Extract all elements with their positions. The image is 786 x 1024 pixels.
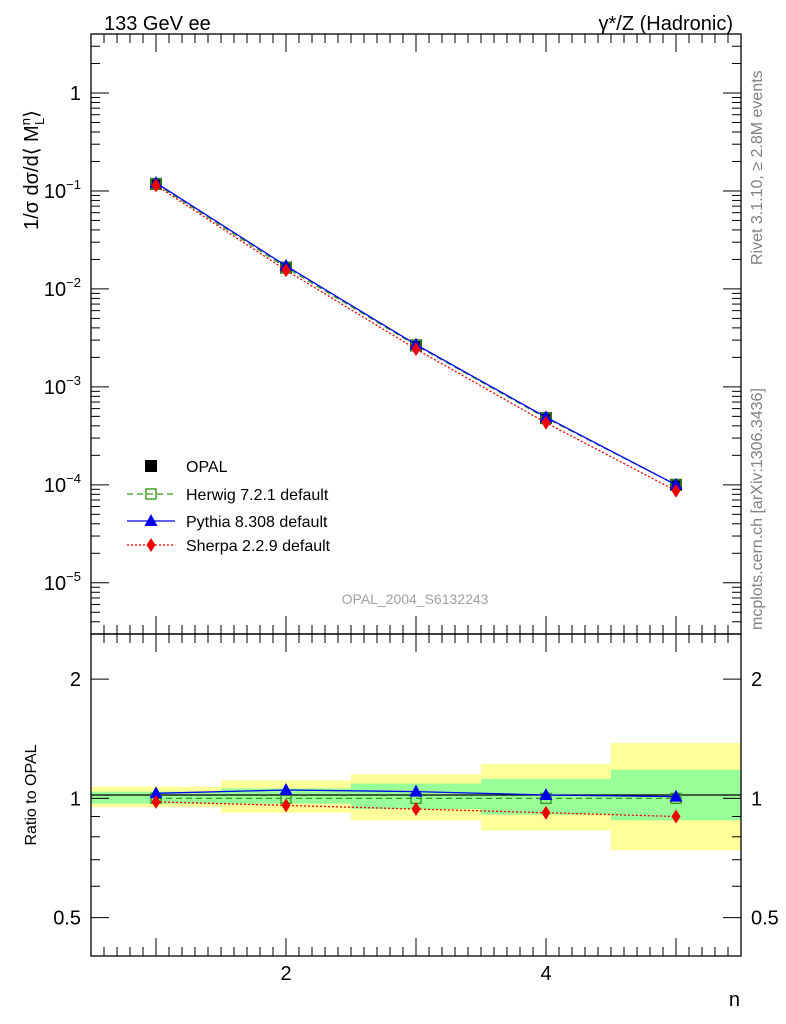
ratio-y-tick-label: 1 xyxy=(751,788,762,810)
legend-marker xyxy=(145,488,157,500)
point-sherpa xyxy=(411,342,421,357)
legend-item-sherpa: Sherpa 2.2.9 default xyxy=(127,538,331,555)
legend-label: Pythia 8.308 default xyxy=(186,514,328,531)
side-note-upper: Rivet 3.1.10, ≥ 2.8M events xyxy=(749,70,766,265)
main-y-axis: 10−5 10−4 10−3 10−2 10−1 1 xyxy=(44,33,741,635)
legend-marker xyxy=(146,538,156,552)
main-y-axis-title: 1/σ dσ/d⟨ MnL⟩ xyxy=(18,110,47,230)
legend-label: Herwig 7.2.1 default xyxy=(186,487,329,504)
series-pythia xyxy=(149,175,683,490)
series-line-sherpa xyxy=(155,184,677,492)
legend-marker xyxy=(144,514,158,526)
ratio-y-tick-label: 2 xyxy=(751,669,762,691)
ratio-point-sherpa xyxy=(411,802,421,817)
ratio-series-layer xyxy=(149,782,683,824)
legend-item-opal: OPAL xyxy=(145,459,228,476)
main-y-tick-label: 10−3 xyxy=(44,373,81,399)
header-right-label: γ*/Z (Hadronic) xyxy=(599,13,733,35)
ratio-point-pythia xyxy=(279,782,293,795)
ratio-uncertainty-bands xyxy=(91,742,741,851)
ratio-y-axis: 0.5 0.5 1 1 2 2 xyxy=(53,669,779,957)
main-y-tick-label: 10−1 xyxy=(44,177,81,203)
side-note-lower: mcplots.cern.ch [arXiv:1306.3436] xyxy=(749,388,766,630)
main-y-tick-label: 10−2 xyxy=(44,275,81,301)
ratio-panel-frame xyxy=(90,633,742,957)
series-herwig xyxy=(150,178,682,491)
point-sherpa xyxy=(541,415,551,430)
ratio-point-sherpa xyxy=(151,794,161,809)
ratio-point-pythia xyxy=(149,786,163,799)
main-y-tick-label: 10−5 xyxy=(44,569,81,595)
x-axis-title: n xyxy=(729,989,740,1011)
ratio-point-pythia xyxy=(539,787,553,800)
legend: OPAL Herwig 7.2.1 default Pythia 8.308 def… xyxy=(127,459,331,555)
ratio-series-sherpa xyxy=(151,794,681,824)
legend-item-pythia: Pythia 8.308 default xyxy=(127,514,328,531)
series-line-pythia xyxy=(155,182,677,486)
series-opal xyxy=(150,177,682,491)
legend-label: Sherpa 2.2.9 default xyxy=(186,538,331,555)
ratio-point-sherpa xyxy=(541,805,551,820)
x-tick-label: 2 xyxy=(280,963,291,985)
ratio-point-sherpa xyxy=(281,798,291,813)
series-line-herwig xyxy=(155,183,677,486)
ratio-y-tick-label: 0.5 xyxy=(751,908,779,930)
ratio-y-tick-label: 1 xyxy=(70,788,81,810)
ratio-y-tick-label: 2 xyxy=(70,669,81,691)
main-series-layer xyxy=(149,175,683,498)
main-x-axis xyxy=(103,34,729,634)
svg-text:1/σ dσ/d⟨ MnL⟩: 1/σ dσ/d⟨ MnL⟩ xyxy=(18,110,47,230)
legend-label: OPAL xyxy=(186,459,228,476)
ratio-series-pythia xyxy=(149,782,683,802)
x-tick-label: 4 xyxy=(540,963,551,985)
main-y-tick-label: 1 xyxy=(70,83,81,105)
legend-marker xyxy=(145,460,157,472)
point-sherpa xyxy=(281,263,291,278)
ratio-y-tick-label: 0.5 xyxy=(53,908,81,930)
series-sherpa xyxy=(151,178,681,498)
ratio-point-pythia xyxy=(669,789,683,802)
ratio-point-pythia xyxy=(409,784,423,797)
ratio-point-sherpa xyxy=(671,809,681,824)
header-left-label: 133 GeV ee xyxy=(104,13,211,35)
band-inner xyxy=(221,788,351,804)
ratio-y-axis-title: Ratio to OPAL xyxy=(23,744,40,845)
analysis-watermark: OPAL_2004_S6132243 xyxy=(342,591,489,607)
main-y-tick-label: 10−4 xyxy=(44,471,81,497)
point-sherpa xyxy=(151,178,161,193)
legend-item-herwig: Herwig 7.2.1 default xyxy=(127,487,329,504)
point-sherpa xyxy=(671,483,681,498)
